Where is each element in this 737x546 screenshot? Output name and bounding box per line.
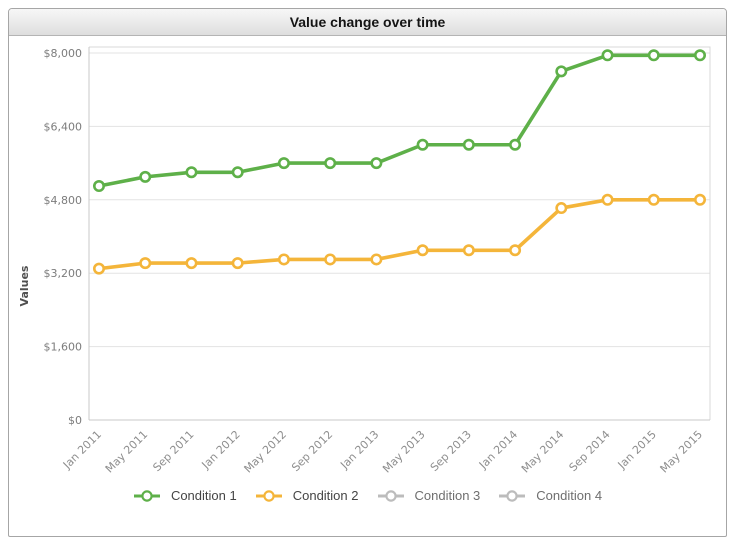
chart-legend: Condition 1 Condition 2 Condition 3 Conditi… — [9, 488, 726, 503]
data-point-marker[interactable] — [277, 253, 290, 266]
x-axis-tick-label: Jan 2012 — [199, 428, 243, 472]
data-point-marker[interactable] — [462, 138, 475, 151]
series-line-condition-2 — [98, 198, 700, 271]
y-axis-tick-label: $3,200 — [44, 267, 83, 280]
y-axis-title: Values — [18, 265, 31, 306]
data-point-marker[interactable] — [601, 49, 614, 62]
data-point-marker[interactable] — [509, 244, 522, 257]
x-axis-tick-label: May 2012 — [242, 428, 290, 476]
x-axis-tick-label: Jan 2013 — [337, 428, 381, 472]
y-axis-tick-label: $8,000 — [44, 47, 83, 60]
y-axis-tick-label: $6,400 — [44, 120, 83, 133]
legend-item-condition-2[interactable]: Condition 2 — [255, 488, 359, 503]
data-point-marker[interactable] — [647, 193, 660, 206]
data-point-marker[interactable] — [416, 138, 429, 151]
data-point-marker[interactable] — [370, 253, 383, 266]
y-axis-tick-label: $0 — [68, 414, 82, 427]
legend-series-marker-icon — [133, 489, 160, 502]
legend-item-condition-1[interactable]: Condition 1 — [133, 488, 237, 503]
plot-border — [89, 46, 711, 420]
x-axis-tick-label: Sep 2012 — [289, 428, 335, 474]
line-chart: $0 $1,600 $3,200 $4,800 $6,400 $8,000 Jan 2011… — [18, 46, 711, 476]
legend-series-marker-icon — [499, 489, 526, 502]
data-point-marker[interactable] — [231, 166, 244, 179]
data-point-marker[interactable] — [93, 262, 106, 275]
legend-label: Condition 4 — [536, 488, 603, 503]
x-axis-tick-label: Sep 2011 — [150, 428, 196, 474]
chart-title-bar: Value change over time — [9, 9, 726, 36]
data-point-marker[interactable] — [324, 157, 337, 170]
legend-label: Condition 2 — [292, 488, 359, 503]
x-axis-tick-label: May 2011 — [103, 428, 151, 476]
legend-item-condition-3[interactable]: Condition 3 — [377, 488, 481, 503]
data-point-marker[interactable] — [601, 193, 614, 206]
x-axis-tick-label: May 2014 — [519, 428, 567, 476]
legend-label: Condition 1 — [170, 488, 237, 503]
data-point-marker[interactable] — [139, 170, 152, 183]
data-point-marker[interactable] — [93, 180, 106, 193]
legend-series-marker-icon — [255, 489, 282, 502]
legend-item-condition-4[interactable]: Condition 4 — [498, 488, 602, 503]
x-axis-tick-label: Jan 2015 — [615, 428, 659, 472]
data-point-marker[interactable] — [462, 244, 475, 257]
y-axis-tick-label: $1,600 — [44, 341, 83, 354]
chart-canvas: $0 $1,600 $3,200 $4,800 $6,400 $8,000 Jan 2011… — [9, 36, 726, 535]
data-point-marker[interactable] — [185, 257, 198, 270]
y-axis-tick-label: $4,800 — [44, 194, 83, 207]
data-point-marker[interactable] — [231, 257, 244, 270]
chart-panel: Value change over time $0 $1,600 $3,200 $4,… — [8, 8, 727, 537]
x-axis-tick-label: May 2015 — [658, 428, 706, 476]
chart-title: Value change over time — [289, 14, 446, 30]
data-point-marker[interactable] — [185, 166, 198, 179]
legend-label: Condition 3 — [414, 488, 481, 503]
series-line-condition-1 — [98, 53, 700, 188]
x-axis-tick-label: Sep 2014 — [567, 428, 613, 474]
data-point-marker[interactable] — [647, 49, 660, 62]
data-point-marker[interactable] — [277, 157, 290, 170]
x-axis-tick-label: May 2013 — [380, 428, 428, 476]
data-point-marker[interactable] — [416, 244, 429, 257]
data-point-marker[interactable] — [509, 138, 522, 151]
x-axis-tick-label: Jan 2014 — [476, 428, 520, 472]
data-point-marker[interactable] — [555, 202, 568, 215]
data-point-marker[interactable] — [324, 253, 337, 266]
data-point-marker[interactable] — [555, 65, 568, 78]
x-axis-tick-label: Sep 2013 — [428, 428, 474, 474]
data-point-marker[interactable] — [139, 257, 152, 270]
legend-series-marker-icon — [377, 489, 404, 502]
data-point-marker[interactable] — [370, 157, 383, 170]
x-axis-tick-label: Jan 2011 — [60, 428, 104, 472]
data-point-marker[interactable] — [693, 49, 706, 62]
data-point-marker[interactable] — [693, 193, 706, 206]
